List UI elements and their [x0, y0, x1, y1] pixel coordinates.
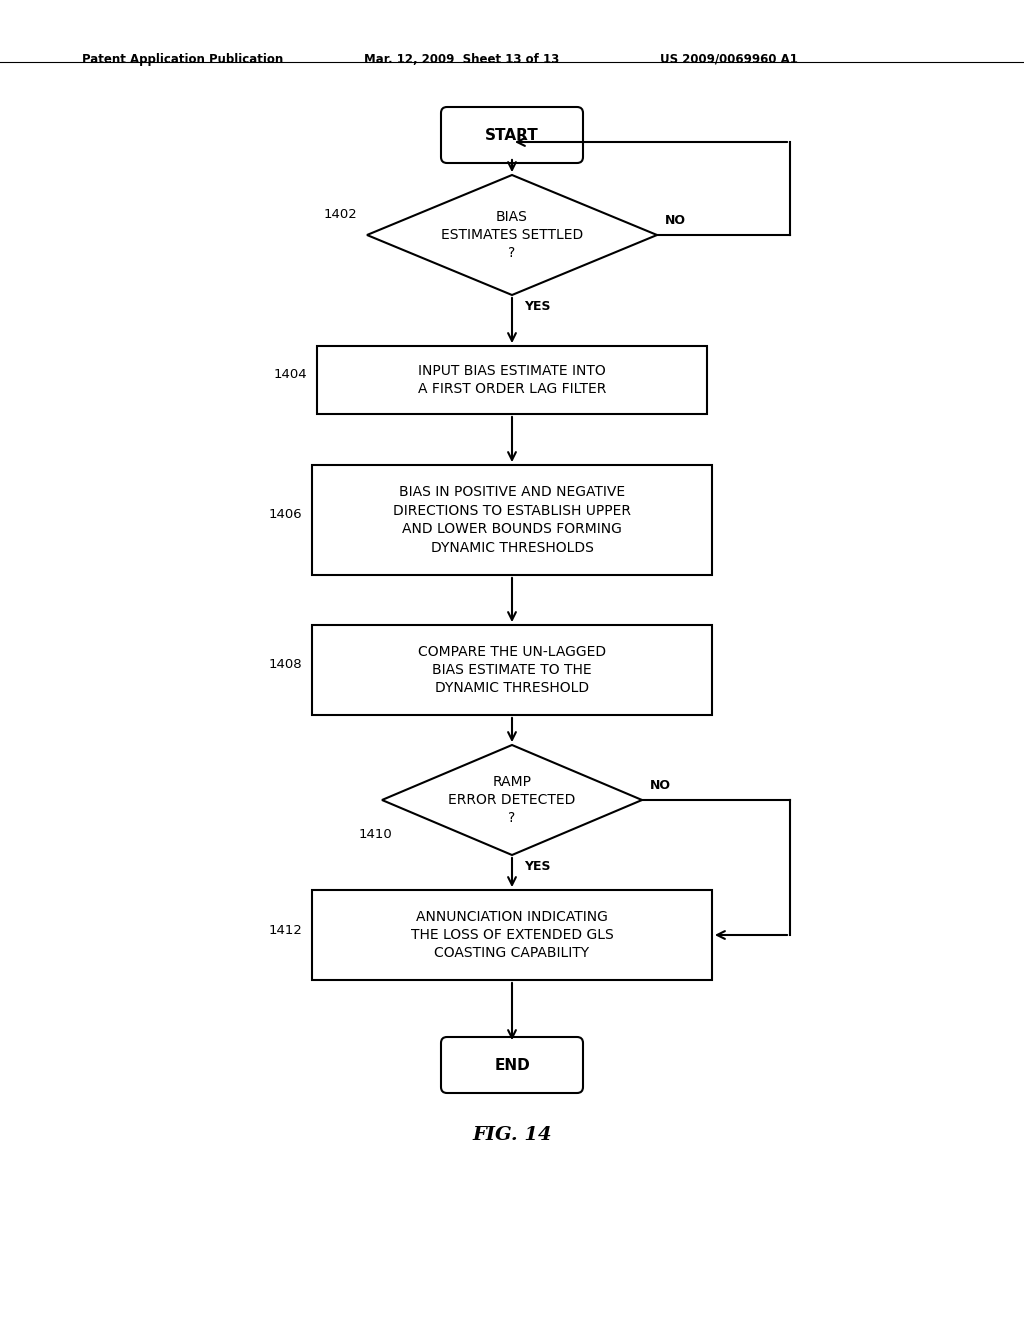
Text: US 2009/0069960 A1: US 2009/0069960 A1	[660, 53, 799, 66]
Text: BIAS
ESTIMATES SETTLED
?: BIAS ESTIMATES SETTLED ?	[441, 210, 583, 260]
Bar	[317, 346, 707, 414]
Text: INPUT BIAS ESTIMATE INTO
A FIRST ORDER LAG FILTER: INPUT BIAS ESTIMATE INTO A FIRST ORDER L…	[418, 364, 606, 396]
Text: 1408: 1408	[268, 659, 302, 672]
Text: ANNUNCIATION INDICATING
THE LOSS OF EXTENDED GLS
COASTING CAPABILITY: ANNUNCIATION INDICATING THE LOSS OF EXTE…	[411, 909, 613, 961]
Text: Mar. 12, 2009  Sheet 13 of 13: Mar. 12, 2009 Sheet 13 of 13	[364, 53, 559, 66]
Text: 1406: 1406	[268, 508, 302, 521]
Polygon shape	[367, 176, 657, 294]
Text: COMPARE THE UN-LAGGED
BIAS ESTIMATE TO THE
DYNAMIC THRESHOLD: COMPARE THE UN-LAGGED BIAS ESTIMATE TO T…	[418, 644, 606, 696]
FancyBboxPatch shape	[441, 1038, 583, 1093]
Text: YES: YES	[524, 300, 551, 313]
Text: START: START	[485, 128, 539, 143]
FancyBboxPatch shape	[441, 107, 583, 162]
Bar	[312, 465, 712, 576]
Text: FIG. 14: FIG. 14	[472, 1126, 552, 1144]
Text: 1402: 1402	[324, 209, 357, 222]
Text: Patent Application Publication: Patent Application Publication	[82, 53, 284, 66]
Text: 1404: 1404	[273, 368, 307, 381]
Text: RAMP
ERROR DETECTED
?: RAMP ERROR DETECTED ?	[449, 775, 575, 825]
Text: 1410: 1410	[358, 829, 392, 842]
Text: BIAS IN POSITIVE AND NEGATIVE
DIRECTIONS TO ESTABLISH UPPER
AND LOWER BOUNDS FOR: BIAS IN POSITIVE AND NEGATIVE DIRECTIONS…	[393, 486, 631, 554]
Bar	[312, 624, 712, 715]
Text: END: END	[495, 1057, 529, 1072]
Polygon shape	[382, 744, 642, 855]
Text: YES: YES	[524, 861, 551, 873]
Text: NO: NO	[665, 214, 686, 227]
Text: 1412: 1412	[268, 924, 302, 936]
Text: NO: NO	[650, 779, 671, 792]
Bar	[312, 890, 712, 979]
